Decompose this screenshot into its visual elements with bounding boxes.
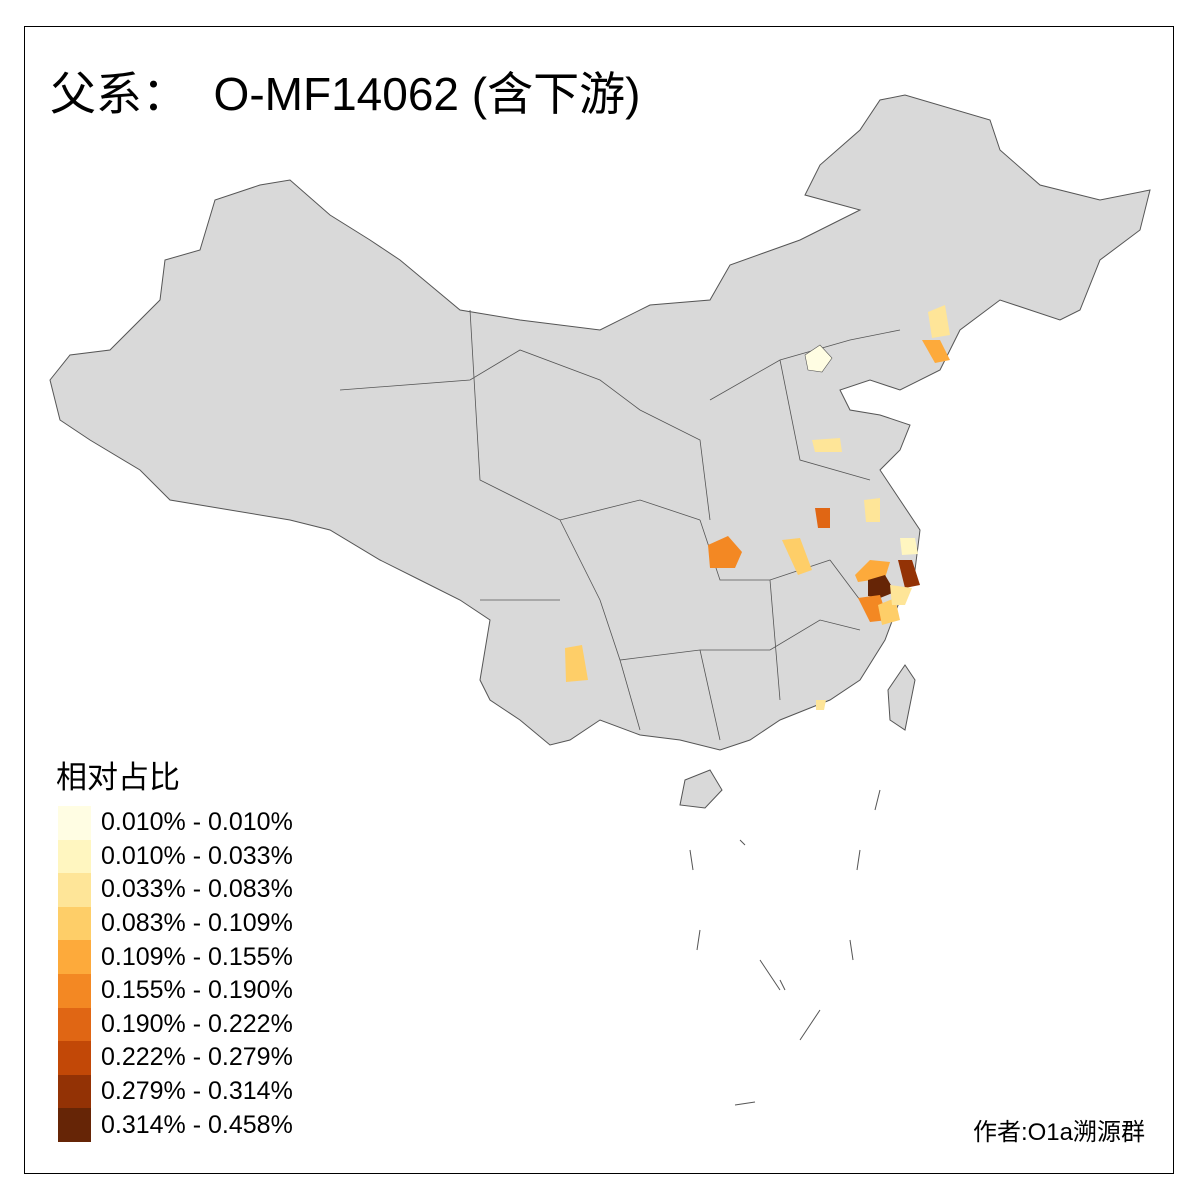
legend: 0.010% - 0.010% 0.010% - 0.033% 0.033% - 0… [58,806,293,1142]
region-hubei [782,538,812,575]
region-guangdong [816,700,826,710]
legend-label: 0.190% - 0.222% [101,1009,293,1038]
region-fills [565,305,950,710]
legend-swatch [58,1108,91,1142]
legend-item: 0.109% - 0.155% [58,940,293,974]
region-yunnan [565,645,588,682]
hainan-island [679,769,723,809]
legend-item: 0.010% - 0.033% [58,839,293,874]
legend-title: 相对占比 [56,760,180,796]
legend-swatch [58,806,91,840]
region-anhui-dark [868,575,895,598]
province-borders [339,309,901,741]
legend-swatch [58,1074,91,1109]
legend-label: 0.222% - 0.279% [101,1043,293,1072]
region-shandong [812,438,842,452]
region-shanghai [900,538,918,555]
region-liaoning-north [928,305,950,338]
author-credit: 作者:O1a溯源群 [972,1119,1145,1146]
legend-swatch [58,873,91,907]
legend-item: 0.155% - 0.190% [58,973,293,1008]
legend-label: 0.010% - 0.033% [101,841,293,870]
legend-swatch [58,839,91,874]
legend-label: 0.033% - 0.083% [101,875,293,904]
legend-item: 0.010% - 0.010% [58,806,293,840]
taiwan-island [887,664,916,731]
region-liaoning-south [922,340,950,363]
south-china-sea-islands [689,789,881,1106]
legend-item: 0.083% - 0.109% [58,906,293,941]
legend-item: 0.222% - 0.279% [58,1041,293,1075]
china-mainland [49,94,1151,751]
legend-label: 0.109% - 0.155% [101,942,293,971]
region-jiangsu [864,498,880,522]
legend-item: 0.033% - 0.083% [58,873,293,907]
legend-swatch [58,940,91,974]
legend-item: 0.314% - 0.458% [58,1108,293,1142]
plot-frame [24,26,1174,1174]
region-beijing [804,344,833,373]
region-chongqing [708,536,742,568]
legend-label: 0.279% - 0.314% [101,1077,293,1106]
map-title: 父系： O-MF14062 (含下游) [50,68,641,120]
legend-label: 0.314% - 0.458% [101,1110,293,1139]
legend-swatch [58,1041,91,1075]
legend-swatch [58,1007,91,1042]
legend-item: 0.279% - 0.314% [58,1074,293,1109]
region-fujian [890,585,912,605]
legend-label: 0.083% - 0.109% [101,909,293,938]
legend-swatch [58,906,91,941]
legend-swatch [58,973,91,1008]
region-zhejiang-north [898,560,920,588]
legend-label: 0.155% - 0.190% [101,976,293,1005]
legend-item: 0.190% - 0.222% [58,1007,293,1042]
legend-label: 0.010% - 0.010% [101,808,293,837]
region-henan [815,508,830,528]
